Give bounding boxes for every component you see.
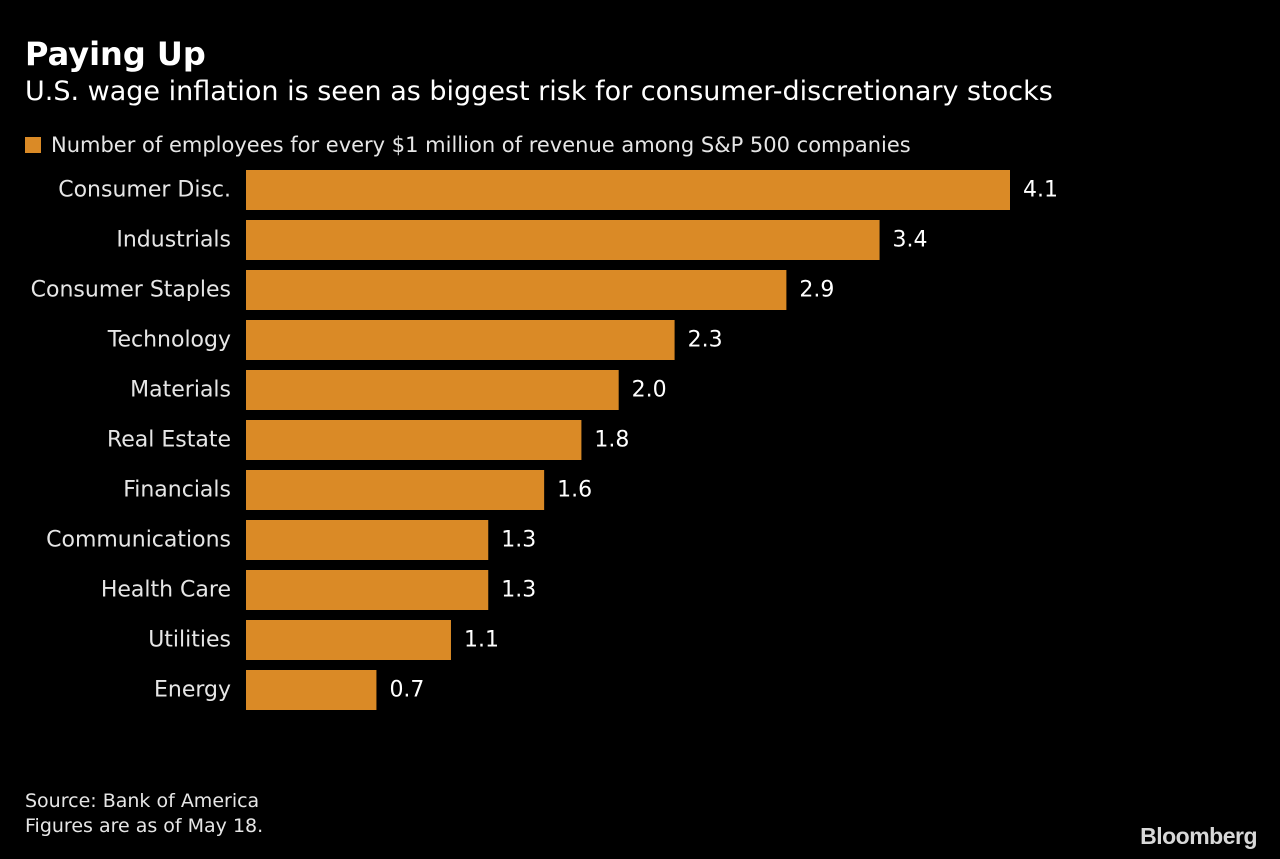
data-label: 2.3 bbox=[688, 328, 723, 353]
legend-label: Number of employees for every $1 million… bbox=[51, 133, 911, 157]
data-label: 2.0 bbox=[632, 378, 667, 403]
source-text: Source: Bank of America bbox=[25, 790, 260, 812]
data-label: 1.1 bbox=[464, 628, 499, 653]
bloomberg-logo: Bloomberg bbox=[1140, 823, 1257, 849]
bar bbox=[246, 420, 582, 460]
date-note: Figures are as of May 18. bbox=[25, 815, 264, 837]
data-label: 3.4 bbox=[893, 228, 928, 253]
chart-title: Paying Up bbox=[25, 35, 206, 73]
bar bbox=[246, 570, 489, 610]
source-note: Source: Bank of America Figures are as o… bbox=[25, 789, 263, 839]
bar bbox=[246, 270, 787, 310]
data-label: 1.3 bbox=[501, 528, 536, 553]
category-label: Communications bbox=[46, 528, 231, 553]
bar bbox=[246, 370, 619, 410]
category-label: Health Care bbox=[101, 578, 231, 603]
category-label: Technology bbox=[107, 328, 231, 353]
data-label: 0.7 bbox=[389, 678, 424, 703]
category-label: Consumer Staples bbox=[31, 278, 231, 303]
data-label: 2.9 bbox=[799, 278, 834, 303]
bar bbox=[246, 670, 377, 710]
category-label: Energy bbox=[154, 678, 231, 703]
legend-swatch bbox=[25, 137, 41, 153]
category-label: Materials bbox=[130, 378, 231, 403]
data-label: 1.6 bbox=[557, 478, 592, 503]
bar bbox=[246, 170, 1010, 210]
legend: Number of employees for every $1 million… bbox=[25, 130, 911, 160]
bar bbox=[246, 220, 880, 260]
bar bbox=[246, 520, 489, 560]
bar bbox=[246, 470, 545, 510]
data-label: 4.1 bbox=[1023, 178, 1058, 203]
category-label: Financials bbox=[123, 478, 231, 503]
category-label: Real Estate bbox=[107, 428, 231, 453]
category-label: Industrials bbox=[116, 228, 231, 253]
category-label: Consumer Disc. bbox=[58, 178, 231, 203]
category-label: Utilities bbox=[148, 628, 231, 653]
bar bbox=[246, 320, 675, 360]
chart-subtitle: U.S. wage inflation is seen as biggest r… bbox=[25, 76, 1053, 107]
bar-chart: Consumer Disc. 4.1 Industrials 3.4 Consumer … bbox=[31, 170, 1058, 710]
data-label: 1.3 bbox=[501, 578, 536, 603]
bar bbox=[246, 620, 451, 660]
data-label: 1.8 bbox=[594, 428, 629, 453]
